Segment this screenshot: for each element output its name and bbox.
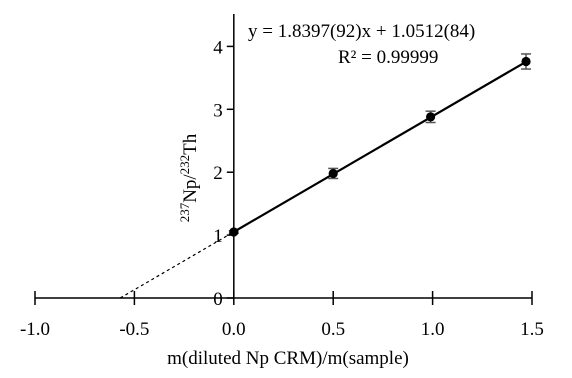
x-tick-label: 1.0 [421,319,445,340]
x-tick-label: 0.0 [222,319,246,340]
y-axis-label: 237Np/232Th [177,133,201,222]
y-label-main-2: Th [180,133,201,155]
data-points [228,53,532,237]
x-tick-label: -0.5 [119,319,149,340]
fit-lines [119,60,527,299]
x-axis-label: m(diluted Np CRM)/m(sample) [167,348,409,369]
r-squared: R² = 0.99999 [338,47,438,68]
data-point [229,227,239,237]
y-ticks: 0 1 2 3 4 [213,37,234,310]
y-label-sup-1: 237 [177,202,192,222]
y-label-sup-2: 232 [177,155,192,175]
fit-line-extrapolation [119,231,235,299]
x-tick-label: 1.5 [520,319,544,340]
x-tick-label: 0.5 [321,319,345,340]
data-point [426,112,436,122]
x-ticks: -1.0 -0.5 0.0 0.5 1.0 1.5 [20,291,544,340]
y-tick-label: 4 [213,37,223,58]
fit-line-solid [233,60,527,233]
y-tick-label: 3 [213,100,223,121]
x-tick-label: -1.0 [20,319,50,340]
y-tick-label: 1 [213,226,223,247]
y-tick-label: 2 [213,163,223,184]
fit-equation: y = 1.8397(92)x + 1.0512(84) [248,21,475,42]
data-point [328,168,338,179]
data-point [521,56,531,67]
y-tick-label: 0 [213,289,223,310]
y-label-main-1: Np/ [180,174,201,203]
axes [35,14,532,299]
